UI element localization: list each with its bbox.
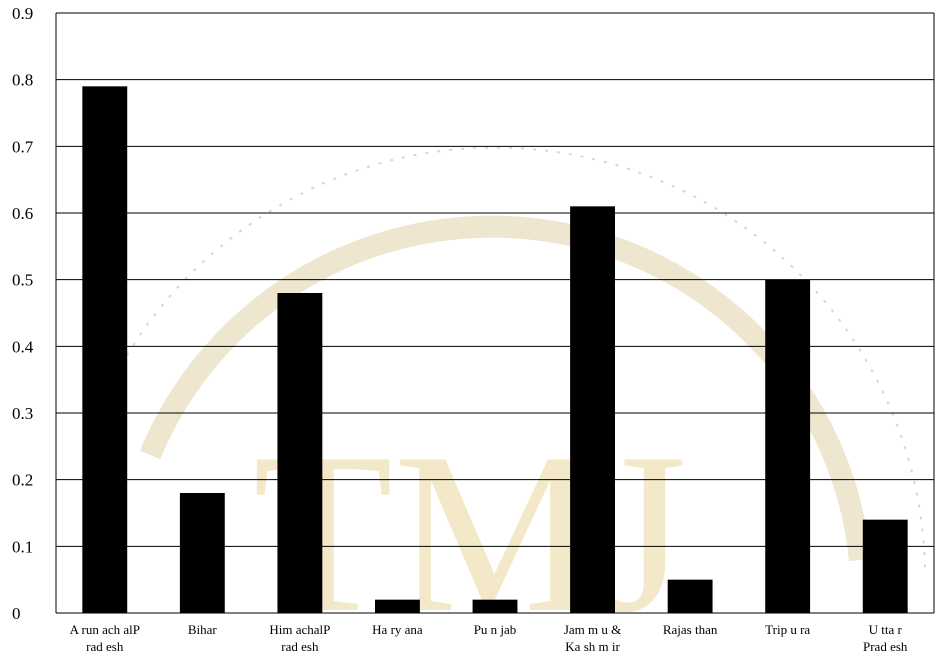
bar-2 xyxy=(277,293,323,613)
y-tick-label-0: 0 xyxy=(12,604,21,623)
y-tick-label-5: 0.5 xyxy=(12,271,33,290)
y-tick-label-3: 0.3 xyxy=(12,404,33,423)
bar-6 xyxy=(667,579,713,613)
bar-3 xyxy=(375,599,420,613)
y-tick-label-4: 0.4 xyxy=(12,337,34,356)
x-tick-label-0-line-0: A run ach alP xyxy=(70,622,140,637)
x-tick-label-3: Ha ry ana xyxy=(372,622,423,637)
y-tick-label-9: 0.9 xyxy=(12,4,33,23)
x-tick-label-5-line-0: Jam m u & xyxy=(564,622,621,637)
x-tick-label-2-line-1: rad esh xyxy=(281,639,319,654)
bar-8 xyxy=(862,519,908,613)
x-tick-label-1: Bihar xyxy=(188,622,218,637)
x-tick-label-2-line-0: Him achalP xyxy=(269,622,330,637)
bar-5 xyxy=(570,206,615,614)
y-tick-label-1: 0.1 xyxy=(12,537,33,556)
y-tick-label-8: 0.8 xyxy=(12,71,33,90)
x-tick-label-8-line-1: Prad esh xyxy=(863,639,908,654)
bar-4 xyxy=(472,599,518,613)
x-tick-label-6: Rajas than xyxy=(663,622,718,637)
bar-0 xyxy=(82,86,128,614)
x-tick-label-8-line-0: U tta r xyxy=(869,622,903,637)
x-tick-label-7: Trip u ra xyxy=(765,622,810,637)
bar-1 xyxy=(179,493,225,613)
x-tick-label-0-line-1: rad esh xyxy=(86,639,124,654)
y-tick-label-6: 0.6 xyxy=(12,204,33,223)
y-tick-label-2: 0.2 xyxy=(12,471,33,490)
x-tick-label-5-line-1: Ka sh m ir xyxy=(565,639,620,654)
bar-7 xyxy=(765,279,811,613)
x-tick-label-4: Pu n jab xyxy=(474,622,517,637)
y-tick-label-7: 0.7 xyxy=(12,137,34,156)
